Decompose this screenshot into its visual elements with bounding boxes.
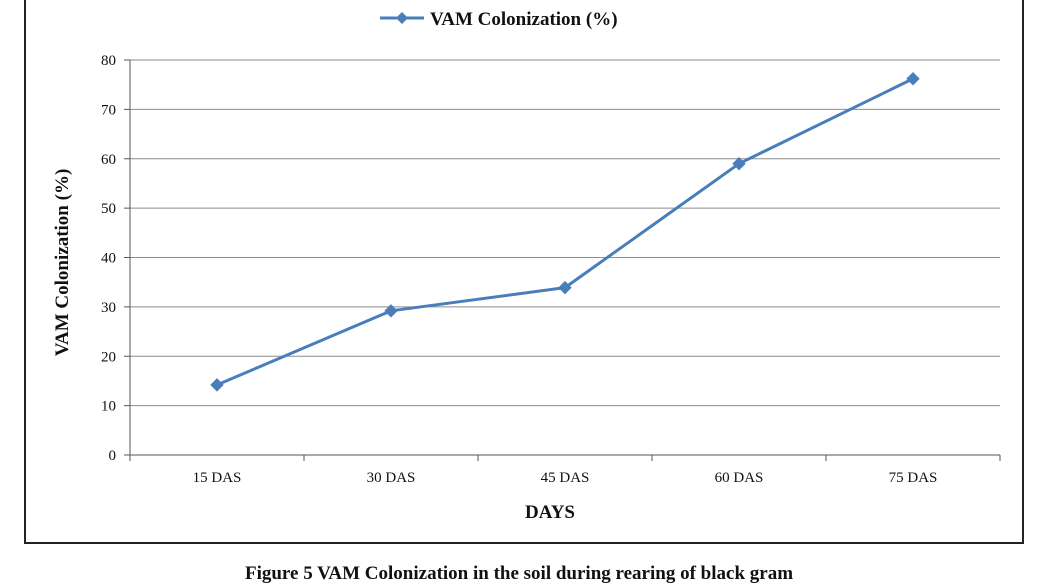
legend-label: VAM Colonization (%) [430,9,618,30]
series-line-vam-colonization [216,77,914,387]
data-point-marker [732,156,746,171]
y-tick-label: 20 [101,349,116,365]
data-point-marker [558,280,572,295]
x-tick-label: 60 DAS [715,470,764,486]
data-point-marker [906,72,920,86]
y-tick-label: 60 [101,152,116,168]
y-tick-labels: 0 10 20 30 40 50 60 70 80 [101,53,116,464]
data-point-marker [384,304,398,318]
y-tick-label: 50 [101,201,116,217]
x-tick-label: 15 DAS [193,470,242,486]
y-axis-title: VAM Colonization (%) [52,169,73,357]
x-tick-label: 45 DAS [541,470,590,486]
gridlines [130,59,1000,407]
x-axis-title: DAYS [525,502,575,523]
x-tick-label: 75 DAS [889,470,938,486]
x-tick-label: 30 DAS [367,470,416,486]
y-tick-label: 10 [101,399,116,415]
legend-diamond-marker [396,12,408,24]
y-tick-label: 70 [101,102,116,118]
axes [124,59,1001,461]
series-line [216,77,914,387]
data-markers [210,72,920,392]
y-tick-label: 30 [101,300,116,316]
y-tick-label: 0 [109,448,117,464]
data-point-marker [210,378,224,392]
legend: VAM Colonization (%) [380,9,618,30]
y-tick-label: 80 [101,53,116,69]
chart-frame [24,0,1024,544]
x-tick-labels: 15 DAS 30 DAS 45 DAS 60 DAS 75 DAS [193,470,938,486]
figure-caption: Figure 5 VAM Colonization in the soil du… [244,563,794,584]
y-tick-label: 40 [101,251,116,267]
